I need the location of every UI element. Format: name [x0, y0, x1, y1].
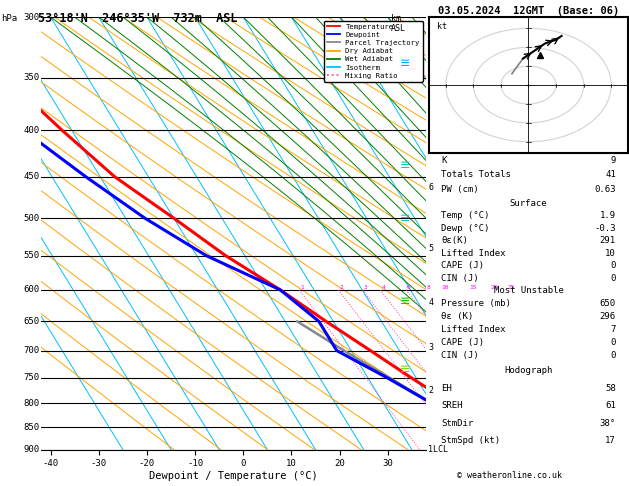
Text: θε(K): θε(K) — [441, 236, 468, 245]
Text: 6: 6 — [407, 285, 411, 290]
Text: 1.9: 1.9 — [599, 211, 616, 220]
Text: 296: 296 — [599, 312, 616, 321]
Text: StmDir: StmDir — [441, 419, 474, 428]
Text: 900: 900 — [23, 445, 40, 454]
Text: Most Unstable: Most Unstable — [494, 286, 564, 295]
Text: ≡: ≡ — [400, 212, 410, 225]
Text: EH: EH — [441, 384, 452, 393]
Text: 8: 8 — [426, 285, 430, 290]
Text: 750: 750 — [23, 373, 40, 382]
Text: 2: 2 — [428, 386, 433, 395]
Text: 5: 5 — [428, 244, 433, 253]
Text: ≡: ≡ — [400, 295, 410, 308]
Text: 1LCL: 1LCL — [428, 445, 448, 454]
Text: ≡: ≡ — [400, 57, 410, 69]
Text: 650: 650 — [599, 299, 616, 308]
Text: ≡: ≡ — [400, 363, 410, 376]
Text: Lifted Index: Lifted Index — [441, 325, 506, 334]
Text: CIN (J): CIN (J) — [441, 274, 479, 282]
Text: ≡: ≡ — [400, 159, 410, 172]
Text: 38°: 38° — [599, 419, 616, 428]
Text: Surface: Surface — [509, 199, 547, 208]
Title: 03.05.2024  12GMT  (Base: 06): 03.05.2024 12GMT (Base: 06) — [438, 6, 619, 16]
Text: Pressure (mb): Pressure (mb) — [441, 299, 511, 308]
Text: 2: 2 — [339, 285, 343, 290]
Text: 400: 400 — [23, 126, 40, 135]
Text: 61: 61 — [605, 401, 616, 410]
Text: -0.3: -0.3 — [594, 224, 616, 233]
Text: hPa: hPa — [1, 14, 18, 23]
Text: 58: 58 — [605, 384, 616, 393]
Text: 4: 4 — [381, 285, 385, 290]
Text: 10: 10 — [605, 248, 616, 258]
Text: 10: 10 — [442, 285, 449, 290]
Text: 17: 17 — [605, 436, 616, 445]
Text: 0: 0 — [611, 274, 616, 282]
Text: CAPE (J): CAPE (J) — [441, 338, 484, 347]
Text: 700: 700 — [23, 346, 40, 355]
Text: 500: 500 — [23, 214, 40, 223]
Text: 41: 41 — [605, 171, 616, 179]
Text: 0: 0 — [611, 338, 616, 347]
Text: 650: 650 — [23, 317, 40, 326]
Text: Dewp (°C): Dewp (°C) — [441, 224, 489, 233]
Text: 3: 3 — [428, 343, 433, 352]
Text: Temp (°C): Temp (°C) — [441, 211, 489, 220]
Text: 291: 291 — [599, 236, 616, 245]
Text: θε (K): θε (K) — [441, 312, 474, 321]
Text: © weatheronline.co.uk: © weatheronline.co.uk — [457, 471, 562, 480]
Text: 300: 300 — [23, 13, 40, 21]
Text: PW (cm): PW (cm) — [441, 185, 479, 194]
Text: 25: 25 — [507, 285, 515, 290]
Text: 800: 800 — [23, 399, 40, 408]
Text: 0: 0 — [611, 351, 616, 360]
Text: km
ASL: km ASL — [391, 14, 406, 33]
Text: 550: 550 — [23, 251, 40, 260]
Text: CIN (J): CIN (J) — [441, 351, 479, 360]
Text: StmSpd (kt): StmSpd (kt) — [441, 436, 500, 445]
Text: 1: 1 — [300, 285, 304, 290]
Text: 7: 7 — [611, 325, 616, 334]
Text: 6: 6 — [428, 183, 433, 192]
Text: 20: 20 — [491, 285, 498, 290]
Text: Hodograph: Hodograph — [504, 366, 553, 375]
Text: 450: 450 — [23, 172, 40, 181]
Text: kt: kt — [437, 22, 447, 32]
Text: 850: 850 — [23, 422, 40, 432]
Text: 4: 4 — [428, 298, 433, 307]
Text: 350: 350 — [23, 73, 40, 82]
Legend: Temperature, Dewpoint, Parcel Trajectory, Dry Adiabat, Wet Adiabat, Isotherm, Mi: Temperature, Dewpoint, Parcel Trajectory… — [324, 20, 423, 82]
Text: CAPE (J): CAPE (J) — [441, 261, 484, 270]
Text: 0.63: 0.63 — [594, 185, 616, 194]
Text: 3: 3 — [364, 285, 367, 290]
Text: 7: 7 — [428, 127, 433, 136]
Text: Totals Totals: Totals Totals — [441, 171, 511, 179]
Text: K: K — [441, 156, 447, 165]
Text: 53°18'N  246°35'W  732m  ASL: 53°18'N 246°35'W 732m ASL — [38, 12, 237, 25]
Text: 9: 9 — [611, 156, 616, 165]
Text: SREH: SREH — [441, 401, 462, 410]
X-axis label: Dewpoint / Temperature (°C): Dewpoint / Temperature (°C) — [149, 471, 318, 481]
Text: 0: 0 — [611, 261, 616, 270]
Text: Lifted Index: Lifted Index — [441, 248, 506, 258]
Text: 15: 15 — [470, 285, 477, 290]
Text: 600: 600 — [23, 285, 40, 295]
Text: 8: 8 — [428, 74, 433, 83]
